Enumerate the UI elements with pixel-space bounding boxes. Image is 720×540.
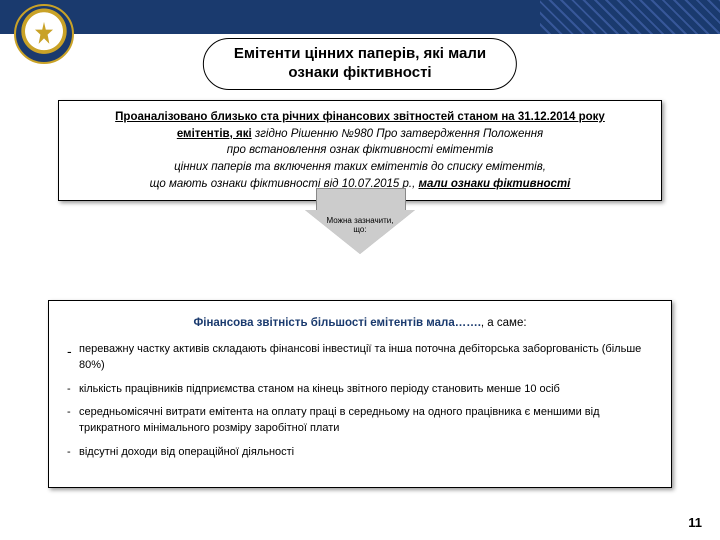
slide-title: Емітенти цінних паперів, які мали ознаки…: [203, 38, 517, 90]
top-banner: [0, 0, 720, 34]
list-item: середньомісячні витрати емітента на опла…: [67, 405, 653, 437]
findings-list: переважну частку активів складають фінан…: [67, 342, 653, 462]
box1-l3: про встановлення ознак фіктивності еміте…: [227, 144, 494, 156]
list-item: переважну частку активів складають фінан…: [67, 342, 653, 374]
box1-l4: цінних паперів та включення таких емітен…: [174, 161, 546, 173]
box1-l1a: Проаналізовано близько ста річних фінанс…: [115, 111, 605, 123]
box1-l5b: мали ознаки фіктивності: [418, 178, 570, 190]
title-line2: ознаки фіктивності: [234, 64, 486, 83]
analysis-box: Проаналізовано близько ста річних фінанс…: [58, 100, 662, 201]
emblem-icon: [14, 4, 74, 64]
list-item: відсутні доходи від операційної діяльнос…: [67, 445, 653, 461]
page-number: 11: [688, 515, 702, 530]
arrow-label: Можна зазначити, що:: [320, 216, 400, 234]
title-line1: Емітенти цінних паперів, які мали: [234, 45, 486, 64]
lead-bold: Фінансова звітність більшості емітентів …: [193, 317, 480, 329]
findings-box: Фінансова звітність більшості емітентів …: [48, 300, 672, 488]
box1-l1b: емітентів, які: [177, 128, 252, 140]
box1-l2: згідно Рішенню №980 Про затвердження Пол…: [255, 128, 543, 140]
findings-lead: Фінансова звітність більшості емітентів …: [67, 315, 653, 332]
arrow-wrap: Можна зазначити, що:: [305, 210, 415, 254]
list-item: кількість працівників підприємства стано…: [67, 382, 653, 398]
lead-rest: , а саме:: [481, 317, 527, 329]
